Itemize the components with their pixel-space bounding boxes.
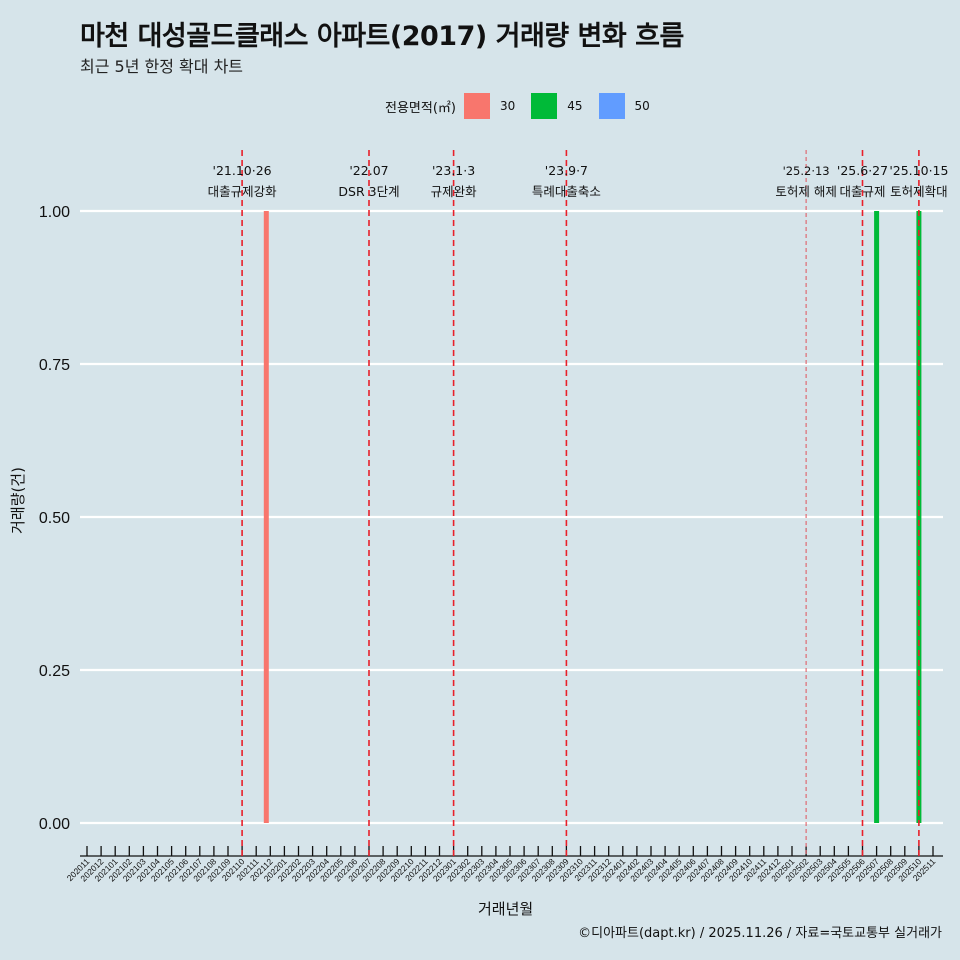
chart-subtitle: 최근 5년 한정 확대 차트 (80, 57, 244, 76)
event-label: 대출규제 (839, 184, 885, 199)
bar-45-202510 (916, 211, 922, 823)
x-axis-title: 거래년월 (478, 900, 534, 918)
y-tick-label: 1.00 (39, 204, 70, 221)
bar-45-202507 (874, 211, 880, 823)
y-tick-label: 0.75 (39, 357, 70, 374)
event-date: '25.6·27 (837, 163, 888, 178)
event-date: '23.1·3 (432, 163, 475, 178)
event-date: '25.10·15 (889, 163, 948, 178)
event-label: 토허제 해제 (775, 184, 836, 199)
event-label: 대출규제강화 (208, 184, 278, 199)
legend-label-45: 45 (567, 99, 583, 113)
y-tick-label: 0.50 (39, 510, 70, 527)
event-label: 규제완화 (431, 184, 478, 199)
legend-label-50: 50 (634, 99, 650, 113)
event-label: 특례대출축소 (532, 184, 601, 199)
event-label: DSR 3단계 (338, 184, 399, 199)
legend-label-30: 30 (499, 99, 516, 113)
event-date: '21.10·26 (213, 163, 272, 178)
event-date: '25.2·13 (783, 164, 830, 178)
event-date: '22.07 (349, 163, 388, 178)
bar-30-202112 (263, 211, 269, 823)
legend-swatch-50 (598, 93, 625, 119)
event-label: 토허제확대 (890, 184, 948, 199)
caption: ©디아파트(dapt.kr) / 2025.11.26 / 자료=국토교통부 실… (578, 926, 942, 941)
legend: 전용면적(㎡) 30 45 50 (385, 93, 666, 119)
legend-swatch-45 (531, 93, 558, 119)
legend-title: 전용면적(㎡) (385, 100, 456, 116)
y-axis-title: 거래량(건) (8, 467, 27, 534)
y-tick-label: 0.00 (39, 816, 70, 833)
chart-title: 마천 대성골드클래스 아파트(2017) 거래량 변화 흐름 (80, 21, 684, 52)
y-tick-label: 0.25 (39, 663, 70, 680)
event-date: '23.9·7 (545, 163, 588, 178)
legend-swatch-30 (463, 93, 490, 119)
